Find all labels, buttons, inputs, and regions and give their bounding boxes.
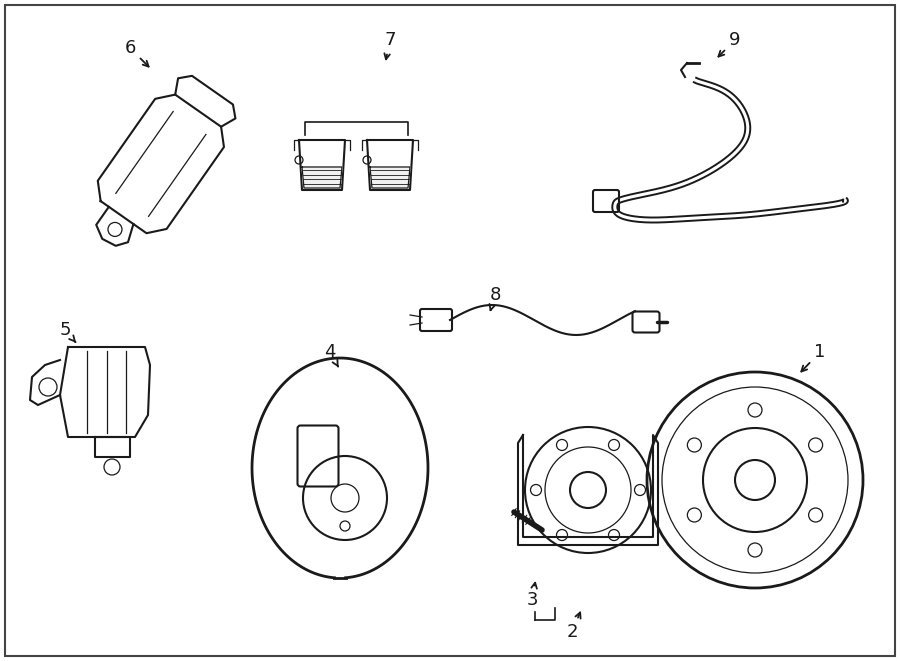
Text: 1: 1 [801,343,825,371]
Text: 5: 5 [59,321,76,342]
Text: 4: 4 [324,343,338,366]
Polygon shape [370,167,410,188]
Text: 7: 7 [384,31,396,59]
Polygon shape [60,347,150,437]
Text: 9: 9 [718,31,741,57]
Text: 8: 8 [490,286,500,310]
Polygon shape [367,140,413,190]
Text: 3: 3 [526,583,538,609]
Polygon shape [299,140,345,190]
Polygon shape [95,437,130,457]
Polygon shape [30,360,60,405]
Text: 6: 6 [124,39,148,67]
Polygon shape [176,76,236,127]
Text: 2: 2 [566,613,580,641]
Polygon shape [98,95,224,233]
Polygon shape [302,167,342,188]
Polygon shape [96,207,133,246]
